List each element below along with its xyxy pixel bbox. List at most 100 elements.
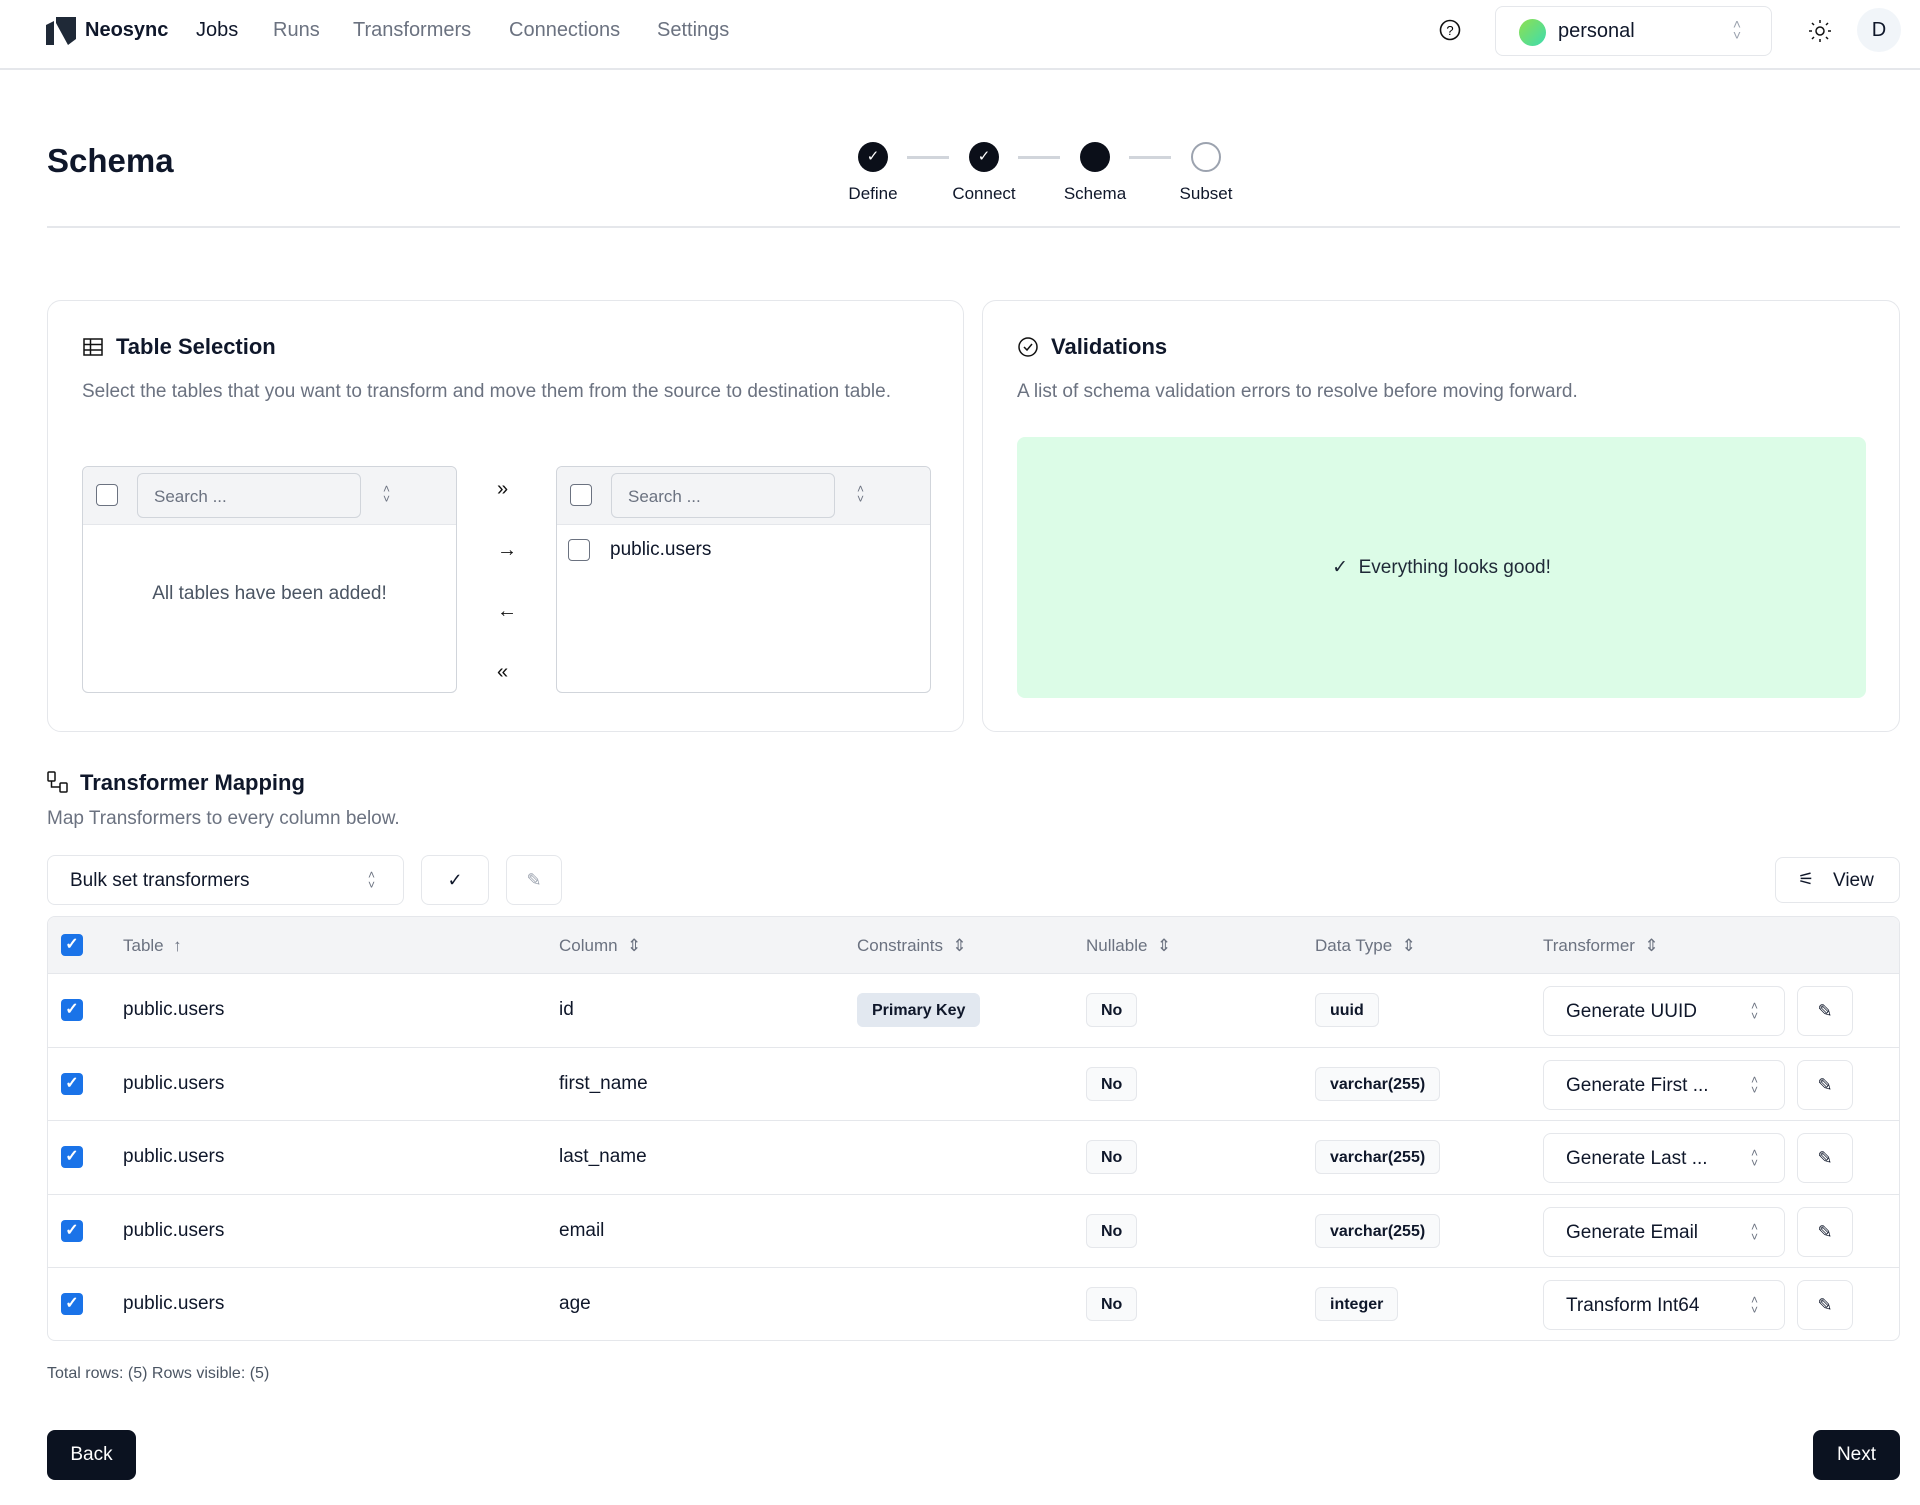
list-item[interactable]: public.users: [557, 525, 930, 575]
divider: [47, 226, 1900, 228]
edit-transformer-button[interactable]: ✎: [1797, 1280, 1853, 1330]
select-all-dest-checkbox[interactable]: [570, 484, 592, 506]
dest-search-input[interactable]: Search ...: [611, 473, 835, 518]
view-options-button[interactable]: ⚟ View: [1775, 857, 1900, 903]
account-name: personal: [1558, 20, 1635, 42]
chevron-up-down-icon: ˄ ˅: [367, 868, 375, 892]
validation-success-panel: ✓ Everything looks good!: [1017, 437, 1866, 698]
edit-transformer-button[interactable]: ✎: [1797, 1059, 1853, 1110]
empty-message: All tables have been added!: [152, 583, 387, 604]
row-checkbox[interactable]: ✓: [61, 1219, 83, 1242]
edit-transformer-button[interactable]: ✎: [1797, 1133, 1853, 1183]
move-all-left-icon[interactable]: «: [497, 661, 509, 683]
bulk-edit-button[interactable]: ✎: [506, 855, 562, 905]
transformer-value: Generate Last ...: [1566, 1148, 1708, 1169]
edit-transformer-button[interactable]: ✎: [1797, 986, 1853, 1036]
move-right-icon[interactable]: →: [497, 539, 517, 561]
pencil-icon: ✎: [1817, 1148, 1833, 1168]
row-checkbox[interactable]: ✓: [61, 1293, 83, 1315]
data-type-badge: varchar(255): [1315, 1140, 1441, 1174]
header-constraints[interactable]: Constraints ⇕: [857, 936, 967, 955]
step-connector: [1129, 156, 1171, 159]
check-icon: ✓: [1332, 557, 1359, 578]
cell-table: public.users: [123, 1146, 225, 1167]
bulk-transformer-select[interactable]: Bulk set transformers ˄ ˅: [47, 855, 404, 905]
data-type-badge: varchar(255): [1315, 1213, 1441, 1248]
nav-runs[interactable]: Runs: [273, 19, 320, 41]
chevron-up-down-icon: ˄ ˅: [1750, 1219, 1758, 1244]
step-label: Schema: [1063, 184, 1127, 203]
table-icon: [83, 338, 103, 356]
select-all-source-checkbox[interactable]: [96, 484, 118, 506]
chevron-up-down-icon: ˄ ˅: [1750, 999, 1758, 1023]
select-all-rows-checkbox[interactable]: ✓: [61, 934, 83, 956]
move-all-right-icon[interactable]: »: [497, 478, 509, 500]
row-checkbox[interactable]: ✓: [61, 999, 83, 1021]
account-avatar: [1519, 19, 1546, 46]
header-table[interactable]: Table ↑: [123, 936, 182, 955]
transformer-select[interactable]: Generate Last ... ˄ ˅: [1543, 1133, 1785, 1183]
transformer-select[interactable]: Generate Email ˄ ˅: [1543, 1206, 1785, 1257]
apply-bulk-button[interactable]: ✓: [421, 855, 489, 905]
move-left-icon[interactable]: ←: [497, 600, 517, 622]
data-type-badge: varchar(255): [1315, 1066, 1441, 1101]
cell-table: public.users: [123, 1072, 225, 1094]
back-button[interactable]: Back: [47, 1430, 136, 1480]
step-subset-icon: [1191, 142, 1221, 172]
edit-transformer-button[interactable]: ✎: [1797, 1206, 1853, 1257]
pencil-icon: ✎: [1817, 1295, 1833, 1315]
cell-column: age: [559, 1293, 591, 1314]
nullable-badge: No: [1086, 1066, 1138, 1101]
table-header: ✓ Table ↑ Column ⇕ Constraints ⇕ Nullabl…: [48, 917, 1899, 974]
transformer-select[interactable]: Transform Int64 ˄ ˅: [1543, 1280, 1785, 1330]
card-description: Select the tables that you want to trans…: [82, 381, 891, 402]
nav-jobs[interactable]: Jobs: [196, 19, 239, 41]
nullable-badge: No: [1086, 1287, 1138, 1321]
help-icon[interactable]: ?: [1439, 19, 1461, 41]
data-type-badge: uuid: [1315, 993, 1379, 1027]
nav-transformers[interactable]: Transformers: [353, 19, 472, 41]
brand-name[interactable]: Neosync: [85, 19, 169, 41]
transformer-select[interactable]: Generate First ... ˄ ˅: [1543, 1059, 1785, 1110]
transformer-value: Transform Int64: [1566, 1295, 1700, 1316]
cell-column: email: [559, 1219, 605, 1241]
sun-icon[interactable]: [1808, 19, 1832, 43]
section-description: Map Transformers to every column below.: [47, 808, 400, 829]
page-title: Schema: [47, 142, 174, 179]
card-title: Validations: [1051, 334, 1168, 359]
step-label: Subset: [1179, 184, 1233, 203]
step-label: Define: [848, 184, 898, 203]
row-count: Total rows: (5) Rows visible: (5): [47, 1365, 270, 1382]
neosync-logo[interactable]: [46, 17, 76, 45]
cell-table: public.users: [123, 999, 225, 1020]
header-nullable[interactable]: Nullable ⇕: [1086, 936, 1172, 955]
transformer-value: Generate First ...: [1566, 1074, 1709, 1096]
header-column[interactable]: Column ⇕: [559, 936, 642, 955]
user-avatar[interactable]: D: [1857, 8, 1901, 52]
check-icon: ✓: [447, 870, 463, 890]
step-connector: [907, 156, 949, 159]
sliders-icon: ⚟: [1798, 869, 1815, 889]
table-selection-card: Table Selection Select the tables that y…: [47, 300, 964, 732]
section-title: Transformer Mapping: [80, 770, 305, 795]
source-table-list: Search ... ˄ ˅ All tables have been added…: [82, 466, 457, 693]
next-button[interactable]: Next: [1813, 1430, 1900, 1480]
row-checkbox[interactable]: ✓: [61, 1072, 83, 1095]
nav-connections[interactable]: Connections: [509, 19, 621, 41]
step-label: Connect: [952, 184, 1016, 203]
view-label: View: [1833, 870, 1874, 891]
table-row: ✓ public.users id Primary Key No uuid Ge…: [48, 974, 1899, 1048]
account-switcher[interactable]: personal ˄ ˅: [1495, 6, 1772, 56]
source-search-input[interactable]: Search ...: [137, 473, 361, 518]
sort-icon[interactable]: ˄ ˅: [383, 482, 391, 506]
sort-icon[interactable]: ˄ ˅: [857, 482, 865, 506]
item-checkbox[interactable]: [568, 539, 590, 561]
nav-settings[interactable]: Settings: [657, 19, 730, 41]
transformer-select[interactable]: Generate UUID ˄ ˅: [1543, 986, 1785, 1036]
card-description: A list of schema validation errors to re…: [1017, 381, 1578, 402]
table-row: ✓ public.users last_name No varchar(255)…: [48, 1121, 1899, 1195]
header-transformer[interactable]: Transformer ⇕: [1543, 936, 1659, 955]
header-data-type[interactable]: Data Type ⇕: [1315, 936, 1416, 955]
row-checkbox[interactable]: ✓: [61, 1146, 83, 1168]
chevron-up-down-icon: ˄ ˅: [1750, 1146, 1758, 1170]
